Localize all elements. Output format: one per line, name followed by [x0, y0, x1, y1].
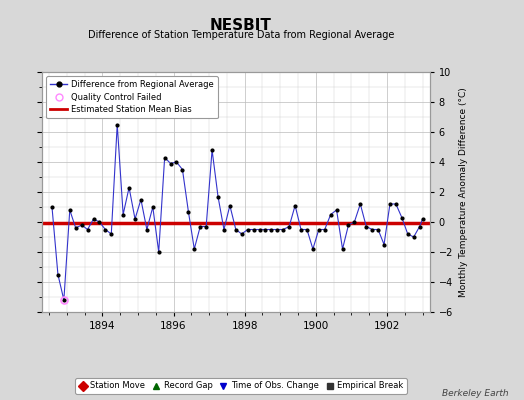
Text: Berkeley Earth: Berkeley Earth — [442, 389, 508, 398]
Legend: Station Move, Record Gap, Time of Obs. Change, Empirical Break: Station Move, Record Gap, Time of Obs. C… — [75, 378, 407, 394]
Text: NESBIT: NESBIT — [210, 18, 272, 33]
Text: Difference of Station Temperature Data from Regional Average: Difference of Station Temperature Data f… — [88, 30, 394, 40]
Y-axis label: Monthly Temperature Anomaly Difference (°C): Monthly Temperature Anomaly Difference (… — [458, 87, 467, 297]
Legend: Difference from Regional Average, Quality Control Failed, Estimated Station Mean: Difference from Regional Average, Qualit… — [46, 76, 218, 118]
